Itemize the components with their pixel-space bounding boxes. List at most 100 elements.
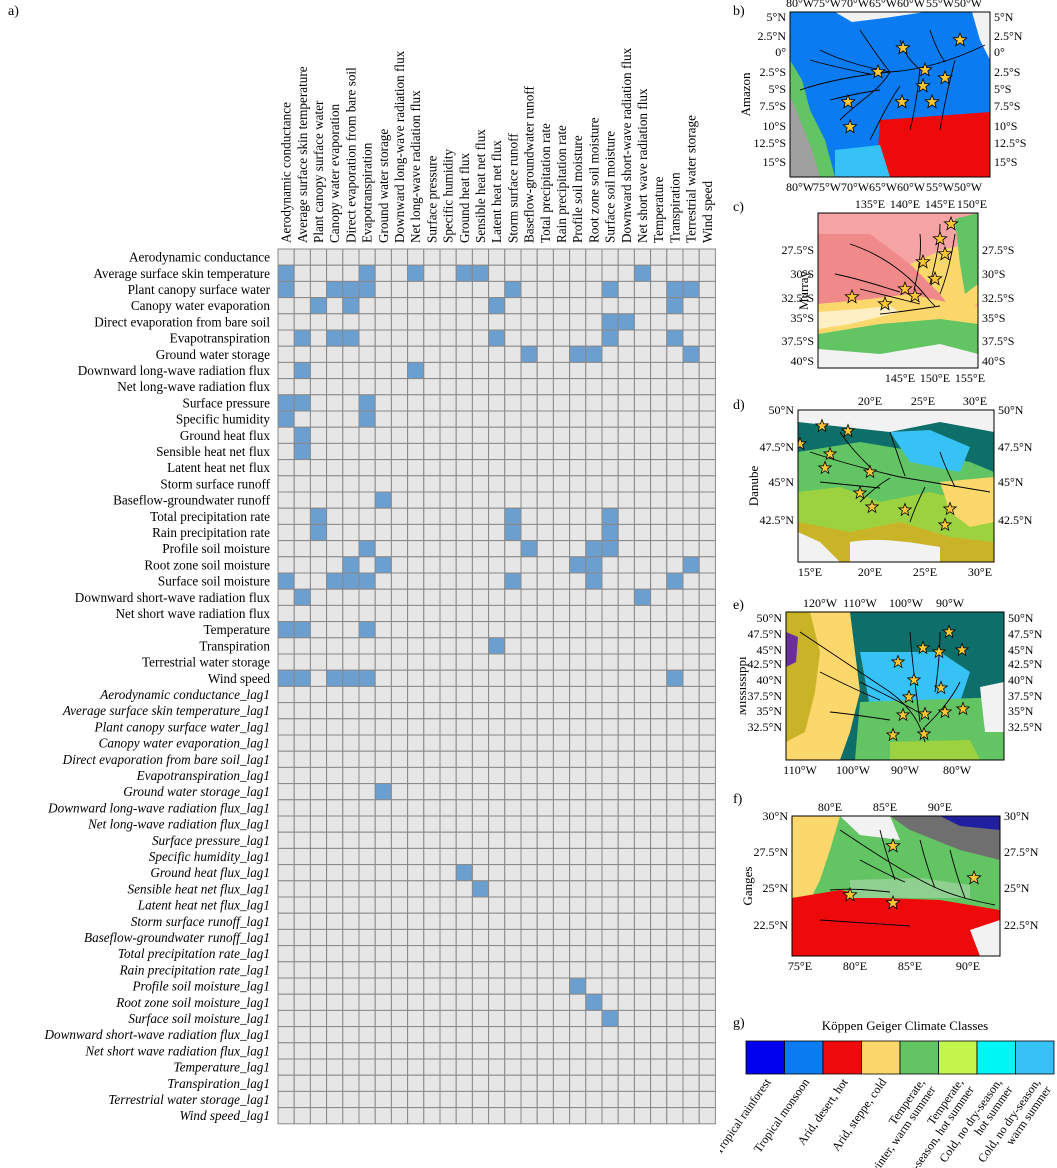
- right-latitude-label: 25°N: [1004, 881, 1030, 895]
- bottom-longitude-label: 70°W: [841, 180, 870, 192]
- matrix-cell: [682, 491, 700, 509]
- left-latitude-label: 27.5°N: [754, 845, 789, 859]
- matrix-cell: [471, 766, 490, 785]
- top-longitude-label: 90°E: [928, 800, 952, 814]
- active-cell: [682, 280, 700, 299]
- left-latitude-label: 30°S: [791, 267, 814, 281]
- matrix-cell: [439, 766, 457, 785]
- matrix-cell: [585, 718, 603, 736]
- matrix-cell: [390, 928, 409, 947]
- matrix-cell: [585, 442, 603, 461]
- matrix-cell: [633, 394, 652, 412]
- matrix-cell: [374, 702, 392, 720]
- matrix-cell: [682, 313, 700, 331]
- matrix-cell: [650, 766, 668, 785]
- left-latitude-label: 40°S: [791, 354, 814, 368]
- matrix-cell: [617, 912, 635, 930]
- matrix-cell: [617, 572, 635, 590]
- column-label: Transpiration: [667, 172, 682, 243]
- matrix-cell: [342, 864, 360, 882]
- matrix-cell: [698, 621, 716, 639]
- matrix-cell: [374, 945, 392, 963]
- matrix-cell: [504, 864, 522, 882]
- matrix-cell: [569, 637, 587, 655]
- matrix-cell: [666, 491, 684, 509]
- matrix-cell: [552, 685, 571, 704]
- active-cell: [342, 297, 360, 315]
- matrix-cell: [520, 718, 538, 736]
- matrix-cell: [277, 912, 295, 930]
- matrix-cell: [293, 345, 311, 363]
- matrix-cell: [455, 718, 473, 736]
- matrix-cell: [536, 361, 554, 380]
- matrix-cell: [552, 912, 571, 930]
- matrix-cell: [423, 799, 441, 817]
- matrix-cell: [293, 280, 311, 299]
- matrix-cell: [342, 831, 360, 849]
- matrix-cell: [617, 556, 635, 574]
- matrix-cell: [698, 1107, 716, 1125]
- matrix-cell: [504, 378, 522, 396]
- matrix-cell: [390, 1074, 409, 1092]
- matrix-cell: [471, 847, 490, 866]
- matrix-cell: [374, 264, 392, 282]
- matrix-cell: [536, 313, 554, 331]
- matrix-cell: [569, 961, 587, 979]
- matrix-cell: [633, 734, 652, 752]
- matrix-cell: [569, 394, 587, 412]
- matrix-cell: [617, 896, 635, 914]
- row-label: Net short wave radiation flux: [115, 606, 270, 621]
- matrix-cell: [698, 248, 716, 266]
- active-cell: [407, 361, 425, 380]
- active-cell: [358, 394, 376, 412]
- matrix-cell: [569, 831, 587, 849]
- matrix-cell: [309, 783, 328, 801]
- matrix-cell: [309, 1042, 328, 1060]
- active-cell: [293, 426, 311, 444]
- row-label: Total precipitation rate: [150, 509, 270, 524]
- matrix-cell: [309, 637, 328, 655]
- matrix-cell: [293, 507, 311, 525]
- matrix-cell: [569, 815, 587, 833]
- river-line: [799, 44, 986, 91]
- matrix-cell: [666, 977, 684, 995]
- matrix-cell: [423, 588, 441, 606]
- matrix-cell: [390, 410, 409, 428]
- matrix-cell: [698, 945, 716, 963]
- active-cell: [601, 540, 619, 558]
- matrix-cell: [666, 702, 684, 720]
- matrix-cell: [552, 637, 571, 655]
- matrix-cell: [698, 896, 716, 914]
- matrix-cell: [277, 993, 295, 1011]
- matrix-cell: [585, 685, 603, 704]
- matrix-cell: [633, 604, 652, 623]
- station-star-icon: [937, 704, 953, 719]
- matrix-cell: [666, 1009, 684, 1028]
- matrix-cell: [569, 297, 587, 315]
- row-label: Evapotranspiration_lag1: [136, 768, 270, 783]
- matrix-cell: [520, 426, 538, 444]
- matrix-cell: [633, 491, 652, 509]
- matrix-cell: [617, 345, 635, 363]
- matrix-cell: [455, 961, 473, 979]
- matrix-cell: [390, 1026, 409, 1044]
- active-cell: [471, 264, 490, 282]
- matrix-cell: [423, 572, 441, 590]
- matrix-cell: [374, 912, 392, 930]
- matrix-cell: [617, 847, 635, 866]
- matrix-cell: [520, 329, 538, 347]
- matrix-cell: [682, 928, 700, 947]
- river-line: [834, 273, 901, 293]
- matrix-cell: [326, 702, 344, 720]
- matrix-cell: [407, 912, 425, 930]
- matrix-cell: [666, 1042, 684, 1060]
- matrix-cell: [342, 1026, 360, 1044]
- matrix-cell: [698, 685, 716, 704]
- matrix-cell: [488, 977, 506, 995]
- matrix-cell: [407, 1107, 425, 1125]
- matrix-cell: [455, 945, 473, 963]
- river-line: [809, 451, 991, 493]
- matrix-cell: [650, 945, 668, 963]
- row-label: Plant canopy surface water_lag1: [94, 719, 270, 734]
